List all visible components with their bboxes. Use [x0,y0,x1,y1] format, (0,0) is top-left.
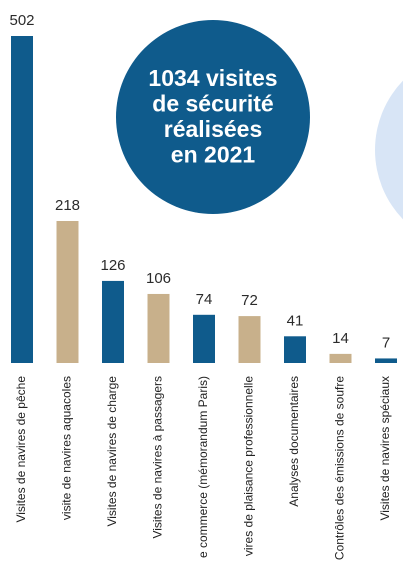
value-label: 126 [100,257,125,274]
value-label: 41 [287,312,304,329]
category-label: visite de navires aquacoles [60,376,74,520]
category-label: Contrôles des émissions de soufre [333,376,347,560]
category-label: vires de plaisance professionnelle [242,376,256,556]
value-label: 74 [196,291,213,308]
value-label: 218 [55,197,80,214]
category-label: Visites de navires spéciaux [378,376,392,521]
annotation-line: en 2021 [171,142,256,168]
category-label: Visites de navires de charge [105,376,119,527]
bar [375,358,397,363]
annotation-line: 1034 visites [148,65,277,91]
decor-circle [375,80,403,220]
category-label: Analyses documentaires [287,376,301,507]
bar [147,293,170,363]
value-label: 502 [9,12,34,29]
highlight-circle [116,20,310,214]
bar [102,280,124,363]
category-label: Visites de navires à passagers [151,376,165,539]
bar [329,353,352,363]
value-label: 14 [332,330,349,347]
category-label: Visites de navires de pêche [14,376,28,523]
value-label: 72 [241,292,258,309]
annotation-line: réalisées [164,116,262,142]
bar [11,36,33,363]
value-label: 106 [146,270,171,287]
bar [56,220,79,363]
bar [193,314,215,363]
value-label: 7 [382,334,390,351]
annotation-line: de sécurité [152,91,273,117]
bar [284,336,306,363]
category-label: e commerce (mémorandum Paris) [196,376,210,558]
bar [238,316,261,363]
